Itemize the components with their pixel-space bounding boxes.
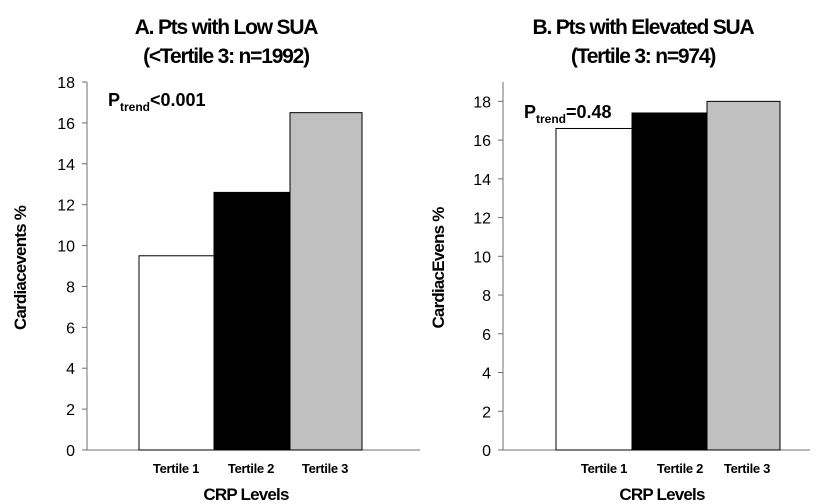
- panel-a-y-tick-label: 8: [66, 279, 75, 296]
- panel-b-y-ticks: 0 2 4 6 8 10 12 14 16 18: [473, 94, 503, 460]
- panel-a-bar-3: [289, 112, 363, 451]
- panel-b-category-label-1: Tertile 1: [581, 461, 627, 476]
- panel-b-y-tick-label: 16: [473, 133, 491, 150]
- panel-a-y-tick-label: 12: [57, 198, 75, 215]
- panel-b-y-tick-label: 18: [473, 94, 491, 111]
- panel-b-x-label: CRP Levels: [619, 485, 705, 504]
- panel-a-p-value: <0.001: [150, 90, 206, 110]
- panel-b-category-label-2: Tertile 2: [657, 461, 703, 476]
- panel-a-y-tick-label: 4: [66, 361, 75, 378]
- panel-b-y-label: CardiacEvens %: [429, 207, 448, 329]
- panel-a-y-tick-label: 6: [66, 320, 75, 337]
- panel-b-bar-1: [555, 127, 633, 451]
- panel-b-y-tick-label: 2: [482, 404, 491, 421]
- panel-a-category-label-3: Tertile 3: [302, 461, 348, 476]
- panel-b-category-labels: Tertile 1 Tertile 2 Tertile 3: [581, 461, 771, 476]
- panel-b-y-tick-label: 8: [482, 288, 491, 305]
- panel-b-category-label-3: Tertile 3: [724, 461, 770, 476]
- panel-a-y-tick-label: 18: [57, 75, 75, 92]
- panel-b-y-tick-label: 12: [473, 211, 491, 228]
- panel-a-p-sub: trend: [120, 100, 150, 114]
- panel-b-y-tick-label: 14: [473, 172, 491, 189]
- panel-a-y-tick-label: 2: [66, 402, 75, 419]
- panel-b-y-tick-label: 0: [482, 443, 491, 460]
- panel-a-y-ticks: 0 2 4 6 8 10 12 14 16 18: [57, 75, 87, 460]
- panel-b-p-value: =0.48: [566, 102, 612, 122]
- panel-a-bar-2: [213, 191, 291, 451]
- panel-b-p-main: P: [524, 102, 536, 122]
- panel-b-p-trend: Ptrend=0.48: [524, 102, 612, 126]
- panel-a-category-labels: Tertile 1 Tertile 2 Tertile 3: [153, 461, 349, 476]
- panel-a-p-main: P: [108, 90, 120, 110]
- panel-a-y-tick-label: 0: [66, 443, 75, 460]
- panel-b-title: B. Pts with Elevated SUA: [533, 16, 755, 39]
- panel-a-bar-1: [138, 255, 215, 451]
- panel-b-bar-3: [706, 100, 781, 451]
- panel-a-category-label-2: Tertile 2: [228, 461, 274, 476]
- panel-a-x-label: CRP Levels: [203, 485, 289, 504]
- panel-b-y-tick-label: 4: [482, 366, 491, 383]
- panel-a-bars: [138, 112, 363, 451]
- panel-a: A. Pts with Low SUA (<Tertile 3: n=1992)…: [11, 16, 420, 504]
- panel-b-y-tick-label: 10: [473, 249, 491, 266]
- panel-b-bar-2: [631, 112, 708, 451]
- panel-b-p-sub: trend: [536, 112, 566, 126]
- panel-a-p-trend: Ptrend<0.001: [108, 90, 206, 114]
- panel-b: B. Pts with Elevated SUA (Tertile 3: n=9…: [429, 16, 810, 504]
- panel-b-subtitle: (Tertile 3: n=974): [571, 45, 716, 68]
- panel-a-y-label: Cardiacevents %: [11, 205, 30, 330]
- panel-a-y-tick-label: 14: [57, 157, 75, 174]
- panel-a-title: A. Pts with Low SUA: [135, 16, 319, 39]
- panel-a-y-tick-label: 16: [57, 116, 75, 133]
- panel-a-category-label-1: Tertile 1: [153, 461, 199, 476]
- panel-a-y-tick-label: 10: [57, 239, 75, 256]
- panel-a-subtitle: (<Tertile 3: n=1992): [143, 45, 309, 68]
- panel-b-y-tick-label: 6: [482, 327, 491, 344]
- panel-b-bars: [555, 100, 781, 451]
